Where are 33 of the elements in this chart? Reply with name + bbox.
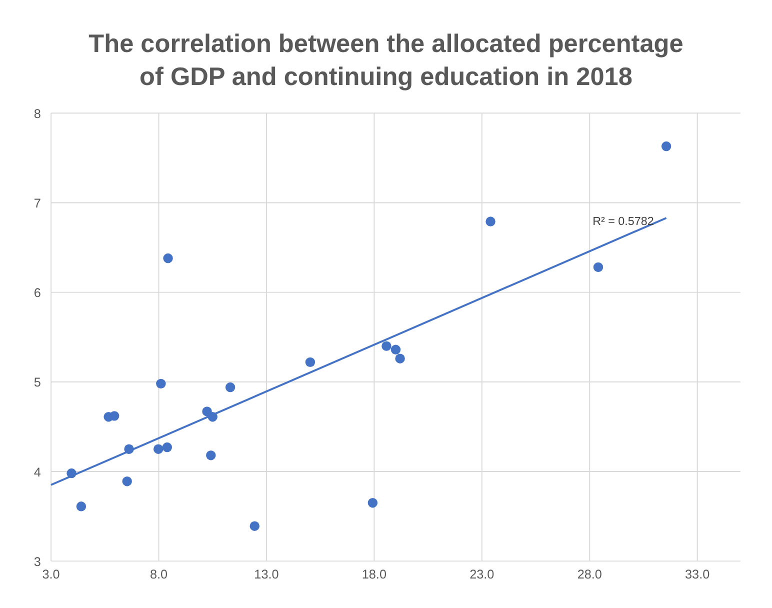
point bbox=[305, 357, 316, 368]
point bbox=[76, 502, 86, 512]
point bbox=[390, 344, 401, 355]
y-tick-label: 4 bbox=[34, 465, 41, 480]
y-tick-label: 7 bbox=[34, 196, 41, 211]
chart-title: The correlation between the allocated percentage of GDP and continuing education in 2018 bbox=[88, 30, 684, 91]
y-tick-label: 6 bbox=[34, 286, 41, 300]
y-tick-label: 5 bbox=[34, 376, 41, 390]
point bbox=[163, 253, 173, 264]
point bbox=[250, 521, 260, 531]
point bbox=[156, 378, 166, 389]
x-tick-label: 8.0 bbox=[150, 568, 168, 582]
x-tick-label: 33.0 bbox=[685, 568, 710, 582]
point bbox=[206, 450, 216, 460]
point bbox=[395, 354, 405, 364]
annotation: R² = 0.5782 bbox=[592, 215, 654, 228]
point bbox=[661, 141, 672, 152]
x-tick-label: 18.0 bbox=[362, 568, 386, 582]
point bbox=[122, 476, 132, 486]
point bbox=[225, 382, 236, 392]
point bbox=[368, 498, 378, 508]
y-tick-label: 3 bbox=[34, 554, 41, 569]
y-tick-label: 8 bbox=[34, 107, 41, 122]
point bbox=[162, 442, 172, 452]
point bbox=[110, 411, 120, 421]
point bbox=[486, 216, 496, 226]
x-tick-label: 23.0 bbox=[470, 568, 494, 582]
point bbox=[153, 444, 164, 454]
x-tick-label: 13.0 bbox=[254, 568, 279, 582]
point bbox=[382, 341, 392, 351]
x-tick-label: 3.0 bbox=[42, 568, 60, 582]
x-tick-label: 28.0 bbox=[577, 568, 602, 582]
point bbox=[593, 262, 604, 272]
